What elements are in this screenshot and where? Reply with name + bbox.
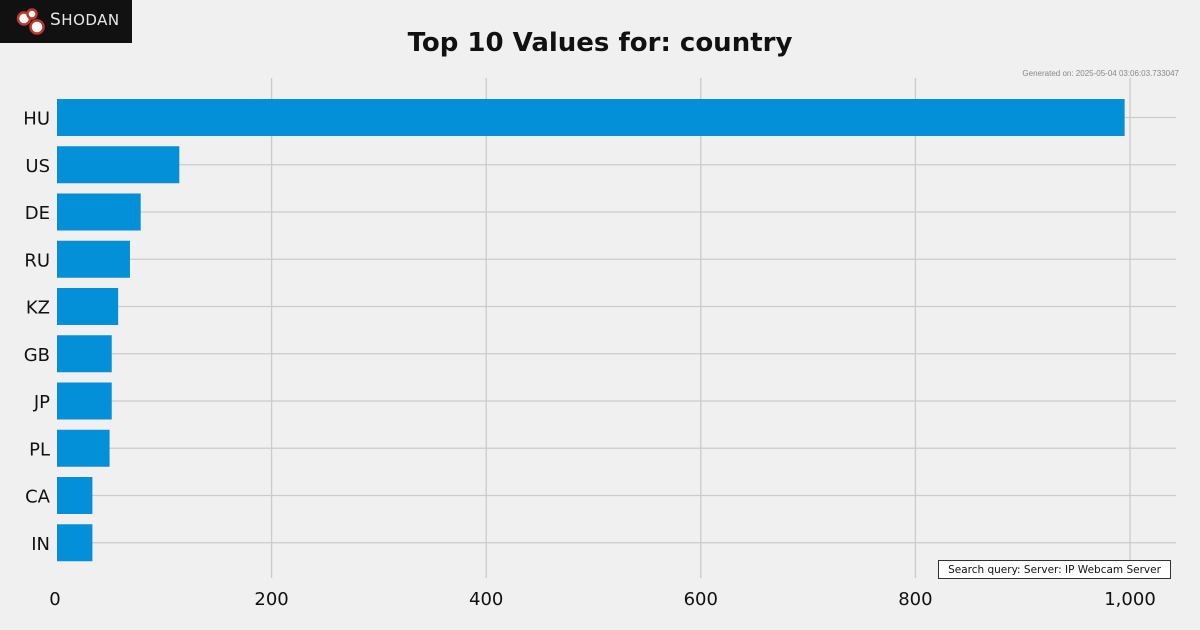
bar-de	[57, 193, 141, 231]
x-tick-label: 400	[469, 589, 503, 610]
y-tick-label: GB	[24, 345, 50, 366]
y-tick-label: PL	[29, 439, 50, 460]
bar-ca	[57, 477, 93, 514]
bar-gb	[57, 335, 112, 373]
bar-kz	[57, 288, 119, 325]
brand-name: SHODAN	[50, 10, 120, 30]
shodan-logo-icon	[16, 8, 45, 35]
bar-jp	[57, 382, 112, 420]
y-tick-label: HU	[23, 109, 50, 130]
y-tick-label: JP	[33, 392, 50, 413]
chart-title: Top 10 Values for: country	[407, 28, 793, 58]
search-query-box: Search query: Server: IP Webcam Server	[938, 560, 1171, 579]
generated-timestamp: Generated on: 2025-05-04 03:06:03.733047	[1022, 69, 1179, 78]
bar-ru	[57, 240, 130, 278]
y-tick-label: RU	[24, 250, 50, 271]
y-tick-label: CA	[25, 487, 51, 508]
bar-hu	[57, 99, 1125, 136]
shodan-logo: SHODAN	[0, 0, 132, 43]
x-tick-label: 600	[684, 589, 718, 610]
bar-us	[57, 146, 180, 184]
y-tick-label: KZ	[26, 298, 50, 319]
y-tick-label: DE	[25, 203, 50, 224]
x-tick-label: 0	[49, 589, 60, 610]
x-tick-label: 800	[898, 589, 932, 610]
y-tick-label: IN	[31, 534, 50, 555]
bar-pl	[57, 429, 110, 467]
x-tick-label: 1,000	[1104, 589, 1156, 610]
x-tick-label: 200	[254, 589, 288, 610]
bar-in	[57, 524, 93, 562]
y-tick-label: US	[25, 156, 50, 177]
